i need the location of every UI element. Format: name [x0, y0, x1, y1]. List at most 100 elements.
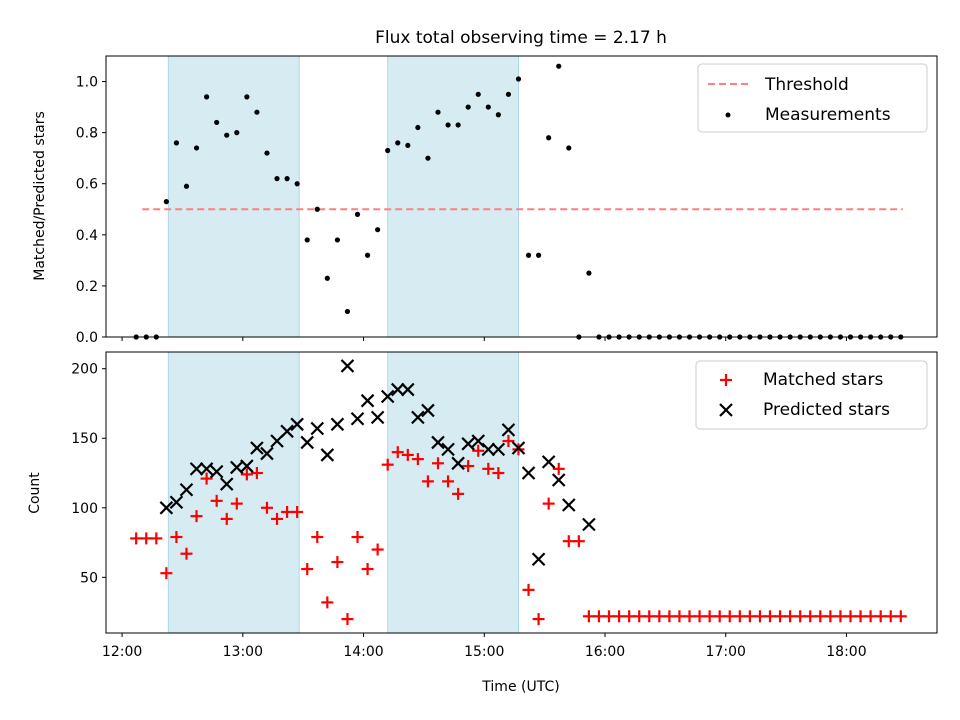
- measurement-point: [294, 181, 300, 187]
- measurement-point: [425, 155, 431, 161]
- measurement-point: [435, 109, 441, 115]
- matched-point: [411, 453, 424, 466]
- legend-matched-label: Matched stars: [763, 370, 883, 390]
- xtick-label: 17:00: [706, 644, 746, 660]
- measurement-point: [586, 270, 592, 276]
- predicted-point: [401, 382, 415, 397]
- top-ytick-label: 0.6: [76, 177, 98, 193]
- matched-point: [844, 610, 857, 623]
- matched-point: [774, 610, 787, 623]
- top-ytick-label: 0.8: [76, 126, 98, 142]
- matched-point: [502, 435, 515, 448]
- measurement-point: [204, 94, 210, 100]
- measurement-point: [395, 140, 401, 146]
- predicted-point: [481, 442, 496, 457]
- measurement-point: [334, 237, 340, 243]
- predicted-point: [300, 435, 314, 450]
- measurement-point: [304, 237, 310, 243]
- bottom-axes-frame: [105, 351, 938, 634]
- predicted-point: [310, 421, 325, 436]
- matched-point: [613, 610, 626, 623]
- measurement-point: [324, 275, 330, 281]
- matched-point: [794, 610, 807, 623]
- matched-point: [351, 531, 364, 544]
- measurement-point: [244, 94, 250, 100]
- measurement-point: [163, 199, 169, 205]
- predicted-point: [370, 410, 385, 425]
- matched-point: [713, 610, 726, 623]
- matched-point: [804, 610, 817, 623]
- matched-point: [753, 610, 766, 623]
- xtick-label: 16:00: [585, 644, 625, 660]
- matched-point: [260, 501, 273, 514]
- legend-bottom: Matched stars Predicted stars: [695, 360, 928, 430]
- matched-point: [271, 512, 284, 525]
- matched-point: [824, 610, 837, 623]
- predicted-point: [421, 403, 435, 418]
- measurement-point: [173, 140, 180, 146]
- matched-point: [170, 531, 183, 544]
- matched-point: [281, 505, 294, 518]
- matched-point: [200, 472, 213, 485]
- legend-top: Threshold Measurements: [697, 63, 928, 133]
- predicted-point: [340, 359, 355, 373]
- measurement-point: [556, 63, 562, 69]
- matched-point: [452, 487, 465, 500]
- measurement-point: [465, 104, 471, 110]
- matched-point: [562, 535, 575, 548]
- measurement-point: [354, 211, 361, 217]
- measurement-point: [415, 124, 421, 131]
- predicted-point: [290, 417, 304, 432]
- measurement-point: [344, 308, 351, 315]
- matched-point: [592, 610, 605, 623]
- measurement-point: [224, 132, 230, 138]
- bottom-ytick-label: 150: [71, 431, 98, 447]
- matched-point: [210, 494, 223, 507]
- matched-point: [552, 462, 565, 475]
- matched-point: [633, 610, 646, 623]
- matched-point: [894, 610, 907, 623]
- predicted-point: [411, 410, 425, 425]
- measurement-point: [193, 145, 200, 151]
- xtick-label: 12:00: [102, 644, 142, 660]
- predicted-point: [521, 466, 536, 480]
- bottom-ytick-label: 50: [80, 570, 98, 586]
- measurement-point: [455, 122, 461, 128]
- legend-matched-swatch: [720, 374, 732, 386]
- matched-point: [763, 610, 776, 623]
- top-ylabel: Matched/Predicted stars: [32, 111, 48, 281]
- predicted-point: [531, 552, 546, 567]
- predicted-point: [179, 482, 194, 497]
- top-shaded-interval: [167, 55, 300, 338]
- predicted-point: [260, 446, 274, 461]
- predicted-point: [159, 501, 174, 515]
- predicted-point: [501, 423, 516, 437]
- matched-point: [874, 610, 887, 623]
- measurement-point: [405, 142, 411, 149]
- matched-point: [401, 448, 414, 461]
- measurement-point: [264, 150, 270, 156]
- matched-point: [301, 563, 314, 576]
- measurement-point: [214, 119, 220, 126]
- matched-point: [462, 460, 475, 473]
- predicted-point: [189, 462, 204, 476]
- matched-point: [522, 583, 535, 596]
- measurement-point: [375, 227, 381, 233]
- matched-point: [321, 596, 334, 609]
- matched-point: [130, 532, 143, 545]
- matched-point: [331, 556, 344, 569]
- measurement-point: [515, 76, 522, 82]
- matched-point: [371, 543, 384, 556]
- matched-point: [743, 610, 756, 623]
- predicted-point: [551, 473, 566, 487]
- matched-point: [492, 467, 505, 480]
- matched-point: [230, 497, 243, 510]
- measurement-point: [284, 176, 290, 182]
- legend-threshold-label: Threshold: [764, 75, 849, 95]
- measurement-point: [505, 91, 512, 97]
- predicted-point: [199, 462, 214, 476]
- bottom-shaded-interval: [387, 351, 519, 634]
- matched-point: [542, 497, 555, 510]
- x-axis-label: Time (UTC): [481, 679, 559, 695]
